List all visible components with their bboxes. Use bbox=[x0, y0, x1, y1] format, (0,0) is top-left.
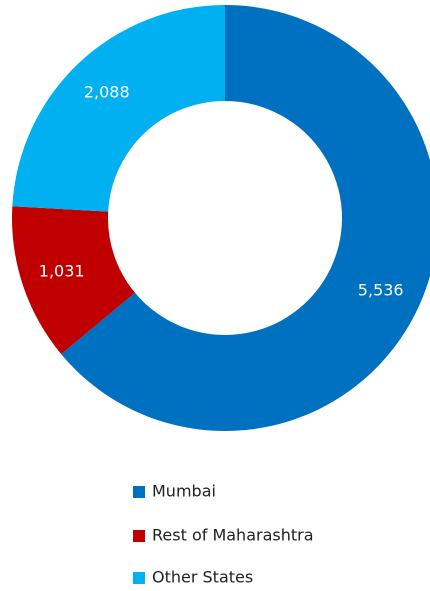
slice-label: 5,536 bbox=[358, 281, 404, 300]
legend-label: Mumbai bbox=[152, 482, 216, 501]
legend-label: Rest of Maharashtra bbox=[152, 526, 314, 545]
legend-swatch bbox=[133, 530, 145, 542]
donut-slice bbox=[12, 5, 226, 212]
donut-slice bbox=[61, 5, 430, 431]
slice-label: 2,088 bbox=[84, 83, 130, 102]
donut-slice bbox=[11, 206, 136, 355]
slice-label: 1,031 bbox=[39, 261, 85, 280]
legend-swatch bbox=[133, 572, 145, 584]
legend-swatch bbox=[133, 486, 145, 498]
legend-label: Other States bbox=[152, 568, 253, 587]
